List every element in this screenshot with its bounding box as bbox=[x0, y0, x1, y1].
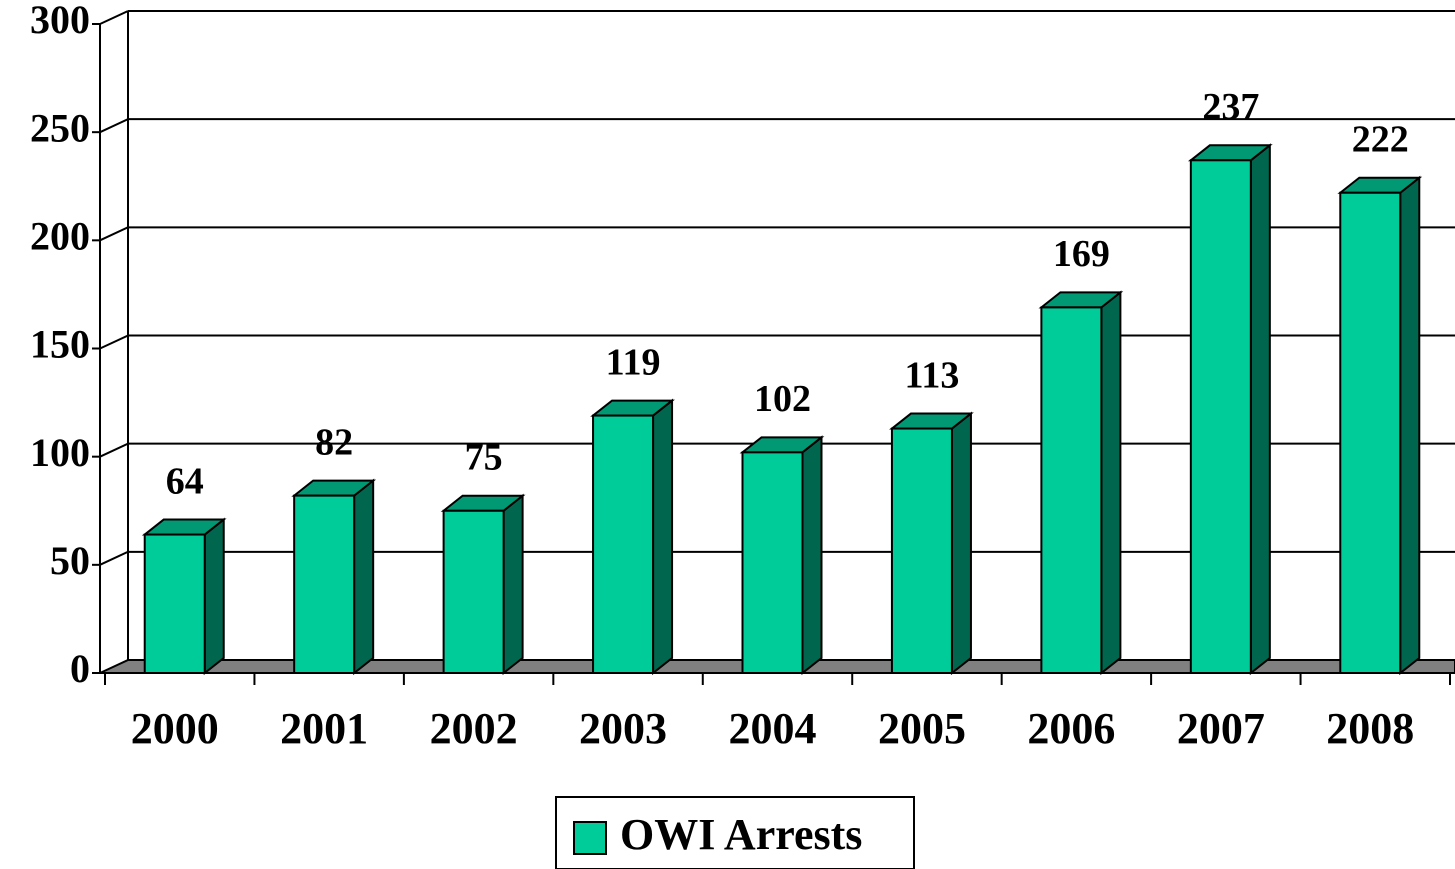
bar-side bbox=[1249, 143, 1271, 676]
y-tick-label: 100 bbox=[30, 430, 90, 475]
grid-depth bbox=[99, 442, 129, 458]
bar-front bbox=[592, 414, 655, 674]
x-tick-label: 2003 bbox=[579, 704, 667, 753]
bar-front bbox=[1339, 191, 1402, 675]
x-tick-label: 2004 bbox=[729, 704, 817, 753]
bar-front bbox=[890, 427, 953, 674]
bar bbox=[590, 398, 675, 676]
y-tick-label: 200 bbox=[30, 214, 90, 259]
bar bbox=[141, 517, 227, 676]
bar bbox=[889, 411, 974, 676]
bar-front bbox=[143, 533, 206, 675]
value-label: 237 bbox=[1202, 86, 1259, 128]
value-label: 119 bbox=[606, 341, 661, 383]
grid-depth bbox=[99, 334, 129, 350]
value-label: 75 bbox=[465, 436, 503, 478]
bar-side bbox=[203, 517, 225, 676]
bar-side bbox=[1100, 290, 1122, 676]
bar bbox=[1187, 143, 1273, 676]
legend-box bbox=[555, 796, 915, 869]
grid-depth bbox=[99, 550, 129, 566]
value-label: 102 bbox=[754, 378, 811, 420]
bar-side bbox=[1399, 175, 1421, 676]
bar bbox=[291, 478, 377, 676]
grid-depth bbox=[99, 10, 129, 25]
bar-front bbox=[293, 494, 356, 674]
bar-side bbox=[801, 435, 823, 676]
value-label: 113 bbox=[904, 354, 959, 396]
bar-front bbox=[442, 509, 505, 674]
bar-front bbox=[741, 451, 804, 674]
bar-side bbox=[353, 478, 375, 676]
plot-front: 0 50 100 150 200 250 300 2000 64 2001 82 2002 75 2003… bbox=[30, 0, 1455, 753]
y-tick-label: 50 bbox=[50, 538, 90, 583]
x-tick-label: 2002 bbox=[430, 704, 518, 753]
bar bbox=[440, 493, 526, 676]
value-label: 222 bbox=[1352, 118, 1409, 160]
bar-side bbox=[502, 493, 524, 676]
x-tick-label: 2006 bbox=[1027, 704, 1115, 753]
y-tick-label: 300 bbox=[30, 0, 90, 42]
x-tick-label: 2001 bbox=[280, 704, 368, 753]
bar-front bbox=[1040, 306, 1103, 674]
bar-front bbox=[1189, 159, 1252, 675]
x-tick-label: 2007 bbox=[1177, 704, 1265, 753]
bar bbox=[739, 435, 825, 676]
y-tick-label: 250 bbox=[30, 105, 90, 150]
legend-label: OWI Arrests bbox=[620, 810, 862, 859]
x-tick-label: 2008 bbox=[1326, 704, 1414, 753]
bar bbox=[1337, 175, 1423, 676]
x-tick-label: 2005 bbox=[878, 704, 966, 753]
grid-depth bbox=[99, 118, 129, 134]
legend-swatch bbox=[573, 821, 607, 855]
value-label: 82 bbox=[315, 421, 353, 463]
bar-side bbox=[652, 398, 674, 676]
grid-depth bbox=[99, 226, 129, 242]
bar-side bbox=[950, 411, 972, 676]
value-label: 64 bbox=[166, 460, 204, 502]
y-tick-label: 150 bbox=[30, 322, 90, 367]
y-tick-label: 0 bbox=[70, 646, 90, 691]
bar bbox=[1038, 290, 1124, 676]
x-tick-label: 2000 bbox=[131, 704, 219, 753]
value-label: 169 bbox=[1053, 233, 1110, 275]
